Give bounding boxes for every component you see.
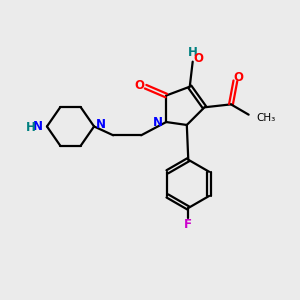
- Text: O: O: [134, 79, 144, 92]
- Text: H: H: [26, 122, 36, 134]
- Text: N: N: [95, 118, 106, 131]
- Text: H: H: [188, 46, 198, 59]
- Text: N: N: [32, 120, 43, 133]
- Text: N: N: [153, 116, 163, 128]
- Text: O: O: [194, 52, 204, 65]
- Text: O: O: [233, 71, 243, 84]
- Text: CH₃: CH₃: [256, 112, 276, 123]
- Text: F: F: [184, 218, 192, 231]
